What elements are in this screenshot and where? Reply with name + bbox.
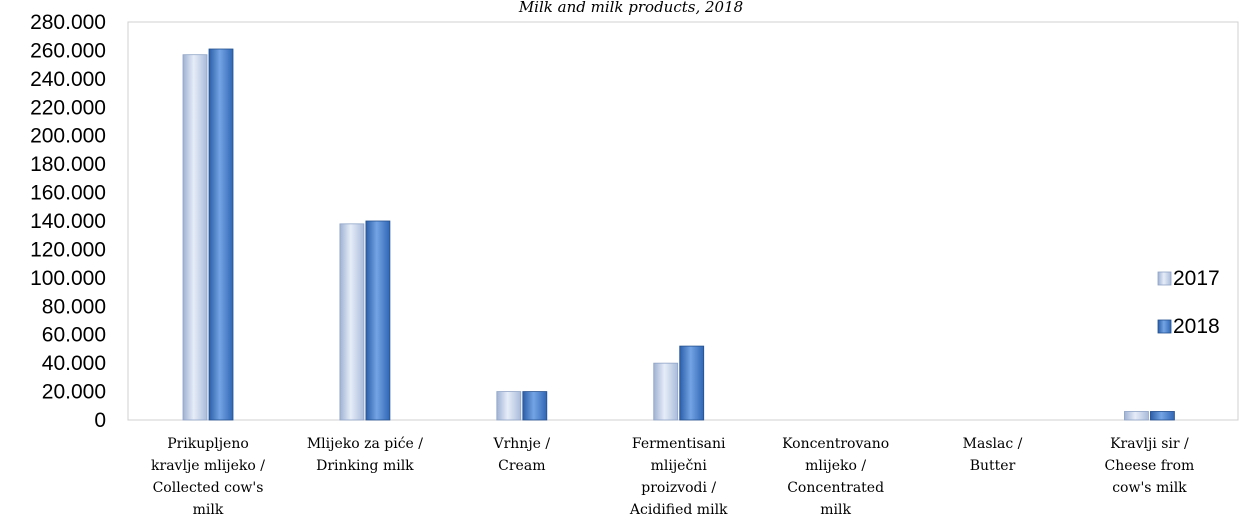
chart-title: Milk and milk products, 2018 bbox=[518, 0, 743, 16]
bar-2017 bbox=[496, 391, 522, 421]
y-tick-label: 280.000 bbox=[30, 11, 106, 34]
legend: 2017 2018 bbox=[1157, 267, 1220, 338]
legend-label-2018: 2018 bbox=[1173, 315, 1220, 338]
y-tick-label: 260.000 bbox=[30, 39, 106, 62]
x-category-label: Fermentisani mliječni proizvodi / Acidified… bbox=[629, 436, 728, 518]
bar-2018 bbox=[522, 391, 548, 421]
y-tick-label: 160.000 bbox=[30, 182, 106, 205]
bar-2018 bbox=[679, 345, 705, 421]
y-tick-label: 60.000 bbox=[42, 324, 106, 347]
y-tick-label: 220.000 bbox=[30, 96, 106, 119]
y-axis-ticks: 0 20.000 40.000 60.000 80.000 100.000 120.000 1… bbox=[30, 11, 106, 432]
legend-swatch-2017 bbox=[1157, 271, 1172, 286]
y-tick-label: 200.000 bbox=[30, 125, 106, 148]
y-tick-label: 100.000 bbox=[30, 267, 106, 290]
x-category-label: Vrhnje / Cream bbox=[492, 436, 550, 474]
bars bbox=[182, 48, 1175, 421]
bar-2018 bbox=[208, 48, 234, 421]
y-tick-label: 140.000 bbox=[30, 210, 106, 233]
x-category-label: Koncentrovano mlijeko / Concentrated milk bbox=[782, 436, 889, 518]
bar-2017 bbox=[653, 362, 679, 421]
bar-2018 bbox=[365, 220, 391, 421]
x-category-label: Maslac / Butter bbox=[963, 436, 1023, 474]
y-tick-label: 120.000 bbox=[30, 238, 106, 261]
y-tick-label: 180.000 bbox=[30, 153, 106, 176]
x-axis-labels: Prikupljeno kravlje mlijeko / Collected co… bbox=[151, 436, 1194, 518]
bar-2017 bbox=[182, 54, 208, 421]
legend-label-2017: 2017 bbox=[1173, 267, 1220, 290]
x-category-label: Kravlji sir / Cheese from cow's milk bbox=[1105, 436, 1195, 496]
x-category-label: Prikupljeno kravlje mlijeko / Collected co… bbox=[151, 436, 265, 518]
x-category-label: Mlijeko za piće / Drinking milk bbox=[307, 436, 423, 474]
bar-2017 bbox=[1124, 411, 1149, 421]
y-tick-label: 80.000 bbox=[42, 295, 106, 318]
bar-2018 bbox=[1150, 411, 1175, 421]
y-tick-label: 0 bbox=[94, 409, 106, 432]
y-tick-label: 40.000 bbox=[42, 352, 106, 375]
bar-2017 bbox=[339, 223, 365, 421]
y-tick-label: 20.000 bbox=[42, 381, 106, 404]
legend-swatch-2018 bbox=[1157, 319, 1172, 334]
y-tick-label: 240.000 bbox=[30, 68, 106, 91]
